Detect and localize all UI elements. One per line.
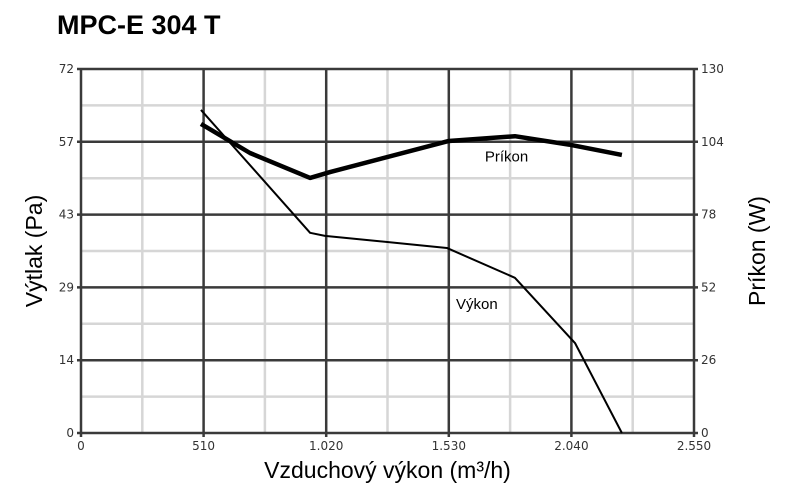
y2-tick-label: 130 [701, 62, 724, 76]
x-tick-label: 2.040 [554, 439, 588, 453]
y-tick-label: 14 [59, 353, 74, 367]
x-tick-label: 0 [77, 439, 85, 453]
y2-axis-label: Príkon (W) [744, 196, 770, 306]
x-tick-label: 1.020 [309, 439, 343, 453]
x-tick-label: 2.550 [677, 439, 711, 453]
y2-tick-label: 0 [701, 426, 709, 440]
x-tick-label: 510 [192, 439, 215, 453]
y-axis-label: Výtlak (Pa) [21, 195, 47, 307]
y-tick-label: 29 [59, 280, 74, 294]
y-tick-label: 57 [59, 135, 74, 149]
y-tick-label: 0 [66, 426, 74, 440]
series-annotation: Príkon [485, 148, 528, 165]
y2-tick-label: 52 [701, 280, 716, 294]
chart-title: MPC-E 304 T [57, 10, 221, 40]
x-tick-label: 1.530 [432, 439, 466, 453]
series-annotation: Výkon [456, 296, 498, 313]
y2-tick-label: 78 [701, 208, 716, 222]
series-line-výkon [200, 109, 623, 434]
series-line-príkon [199, 121, 623, 181]
y2-tick-label: 26 [701, 353, 716, 367]
y2-tick-label: 104 [701, 135, 724, 149]
y-tick-label: 72 [59, 62, 74, 76]
x-axis-label: Vzduchový výkon (m³/h) [264, 457, 511, 483]
y-tick-label: 43 [59, 208, 74, 222]
